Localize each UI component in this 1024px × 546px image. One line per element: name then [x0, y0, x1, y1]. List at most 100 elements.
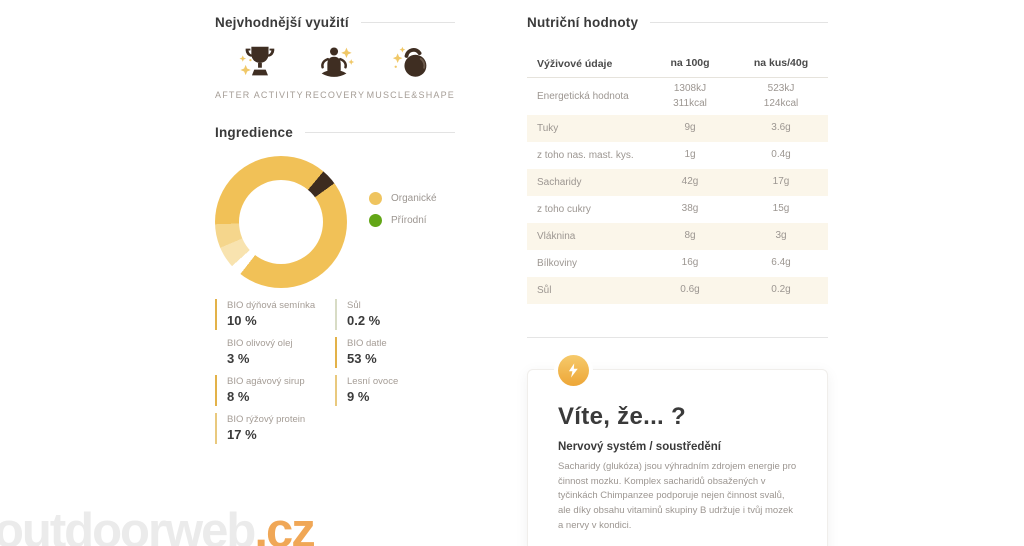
energy-kj: 523kJ	[767, 83, 795, 94]
ingredients-chart-row: Organické Přírodní	[215, 156, 455, 288]
chart-legend: Organické Přírodní	[369, 192, 437, 288]
usage-section-header: Nejvhodnější využití	[215, 15, 455, 30]
row-value-per-piece: 6.4g	[771, 257, 791, 269]
row-value-per-piece: 0.2g	[771, 284, 791, 296]
usage-item-recovery: RECOVERY	[304, 43, 367, 100]
ingredient-item: BIO agávový sirup 8 %	[215, 375, 335, 406]
column-header: na kus/40g	[753, 56, 809, 69]
ingredient-item: BIO dýňová semínka 10 %	[215, 299, 335, 330]
kettlebell-icon	[392, 46, 427, 77]
usage-label: MUSCLE&SHAPE	[366, 90, 455, 100]
ingredients-title: Ingredience	[215, 125, 293, 140]
ingredient-value: 53 %	[347, 351, 377, 366]
table-row-carbohydrates: Sacharidy 42g 17g	[527, 169, 828, 196]
row-label: Sacharidy	[537, 177, 582, 188]
ingredient-label: BIO olivový olej	[227, 338, 293, 349]
ingredients-donut-chart	[215, 156, 347, 288]
ingredient-item: BIO datle 53 %	[335, 337, 455, 368]
ingredient-value: 10 %	[227, 313, 257, 328]
left-column: Nejvhodnější využití	[215, 15, 455, 444]
usage-item-after-activity: AFTER ACTIVITY	[215, 43, 304, 100]
ingredient-value: 9 %	[347, 389, 370, 404]
row-value-per-piece: 523kJ 124kcal	[734, 82, 828, 111]
ingredient-value: 3 %	[227, 351, 250, 366]
ingredient-item: Lesní ovoce 9 %	[335, 375, 455, 406]
row-label: Vláknina	[537, 231, 576, 242]
did-you-know-card: Víte, že... ? Nervový systém / soustředě…	[527, 355, 828, 546]
row-value-per-100g: 16g	[681, 257, 699, 269]
ingredients-title-divider	[304, 132, 455, 133]
table-row-energy: Energetická hodnota 1308kJ 311kcal 523kJ…	[527, 78, 828, 115]
row-value-per-100g: 1308kJ 311kcal	[646, 82, 734, 111]
ingredient-label: BIO datle	[347, 338, 387, 349]
ingredient-label: BIO rýžový protein	[227, 414, 306, 425]
column-header: na 100g	[670, 56, 710, 69]
row-label: Bílkoviny	[537, 258, 578, 269]
row-label: Sůl	[537, 285, 552, 296]
row-value-per-piece: 15g	[772, 203, 790, 215]
watermark: outdoorweb.cz	[0, 503, 316, 546]
ingredient-item: Sůl 0.2 %	[335, 299, 455, 330]
lightning-icon	[558, 355, 589, 386]
watermark-text: outdoorweb	[0, 504, 256, 546]
fact-text: Sacharidy (glukóza) jsou výhradním zdroj…	[558, 461, 797, 531]
row-label: z toho cukry	[537, 204, 591, 215]
ingredient-item: BIO rýžový protein 17 %	[215, 413, 335, 444]
row-value-per-piece: 0.4g	[771, 149, 791, 161]
usage-title-divider	[360, 22, 455, 23]
legend-item-organic: Organické	[369, 192, 437, 205]
ingredient-label: BIO agávový sirup	[227, 376, 305, 387]
fact-title: Víte, že... ?	[558, 403, 686, 430]
table-row-protein: Bílkoviny 16g 6.4g	[527, 250, 828, 277]
right-column: Nutriční hodnoty Výživové údaje na 100g …	[527, 15, 828, 546]
usage-title: Nejvhodnější využití	[215, 15, 349, 30]
ingredient-value: 17 %	[227, 427, 257, 442]
usage-item-muscle-shape: MUSCLE&SHAPE	[367, 43, 455, 100]
section-divider	[527, 337, 828, 338]
row-value-per-piece: 3g	[775, 230, 787, 242]
table-row-salt: Sůl 0.6g 0.2g	[527, 277, 828, 304]
meditation-icon	[321, 47, 355, 77]
ingredient-value: 0.2 %	[347, 313, 381, 328]
energy-kcal: 311kcal	[673, 97, 707, 109]
table-row-sugars: z toho cukry 38g 15g	[527, 196, 828, 223]
ingredient-label: Lesní ovoce	[347, 376, 399, 387]
row-value-per-100g: 8g	[684, 230, 696, 242]
ingredient-value: 8 %	[227, 389, 250, 404]
row-value-per-100g: 0.6g	[680, 284, 700, 296]
usage-icon-row: AFTER ACTIVITY RECOVERY	[215, 43, 455, 100]
row-label: Tuky	[537, 123, 559, 134]
row-label: z toho nas. mast. kys.	[537, 150, 634, 161]
row-label: Energetická hodnota	[537, 91, 629, 102]
ingredients-list: BIO dýňová semínka 10 % Sůl 0.2 % BIO ol…	[215, 299, 455, 444]
column-header: Výživové údaje	[537, 57, 613, 70]
table-row-fiber: Vláknina 8g 3g	[527, 223, 828, 250]
nutrition-title: Nutriční hodnoty	[527, 15, 639, 30]
row-value-per-100g: 38g	[681, 203, 699, 215]
trophy-icon	[239, 46, 275, 76]
row-value-per-piece: 3.6g	[771, 122, 791, 134]
legend-label: Organické	[391, 193, 437, 204]
nutrition-title-divider	[650, 22, 828, 23]
donut-hole	[239, 180, 323, 264]
organic-legend-dot	[369, 192, 382, 205]
ingredient-item: BIO olivový olej 3 %	[215, 337, 335, 368]
row-value-per-piece: 17g	[772, 176, 790, 188]
energy-kj: 1308kJ	[673, 83, 707, 94]
energy-kcal: 124kcal	[763, 97, 799, 109]
row-value-per-100g: 42g	[681, 176, 699, 188]
usage-label: RECOVERY	[305, 90, 366, 100]
natural-legend-dot	[369, 214, 382, 227]
legend-label: Přírodní	[391, 215, 427, 226]
nutrition-table: Výživové údaje na 100g na kus/40g Energe…	[527, 50, 828, 304]
fact-subtitle: Nervový systém / soustředění	[558, 441, 721, 453]
watermark-domain: .cz	[254, 504, 315, 546]
ingredient-label: BIO dýňová semínka	[227, 300, 316, 311]
legend-item-natural: Přírodní	[369, 214, 437, 227]
table-row-saturated-fat: z toho nas. mast. kys. 1g 0.4g	[527, 142, 828, 169]
row-value-per-100g: 1g	[684, 149, 696, 161]
ingredient-label: Sůl	[347, 300, 361, 311]
nutrition-table-header: Výživové údaje na 100g na kus/40g	[527, 50, 828, 78]
usage-label: AFTER ACTIVITY	[215, 90, 304, 100]
